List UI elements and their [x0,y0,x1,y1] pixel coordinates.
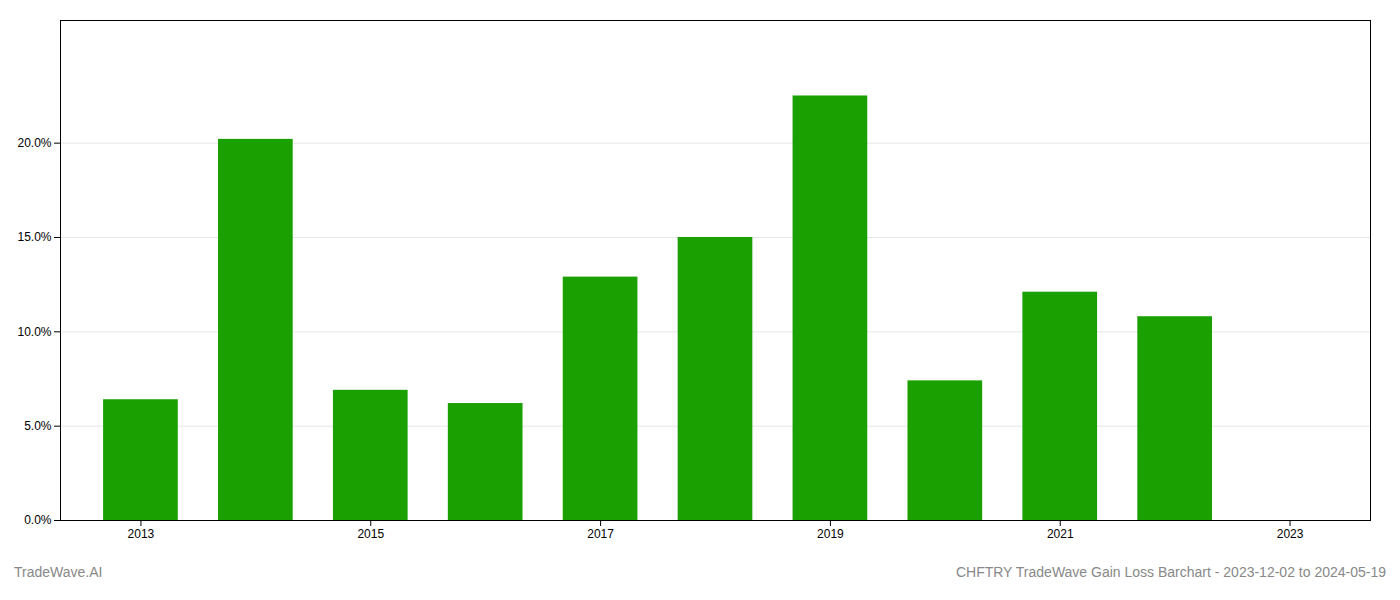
svg-text:10.0%: 10.0% [17,325,51,339]
svg-text:2017: 2017 [587,527,614,541]
svg-text:2019: 2019 [817,527,844,541]
svg-text:5.0%: 5.0% [24,419,52,433]
html-text:CHFTRY TradeWave Gain Loss Bar: CHFTRY TradeWave Gain Loss Barchart - 20… [955,564,1386,580]
svg-text:2015: 2015 [357,527,384,541]
svg-text:0.0%: 0.0% [24,513,52,527]
html-text:TradeWave.AI: TradeWave.AI [14,564,103,580]
svg-text:2013: 2013 [128,527,155,541]
svg-text:2023: 2023 [1277,527,1304,541]
svg-text:20.0%: 20.0% [17,136,51,150]
svg-text:2021: 2021 [1047,527,1074,541]
svg-text:15.0%: 15.0% [17,230,51,244]
